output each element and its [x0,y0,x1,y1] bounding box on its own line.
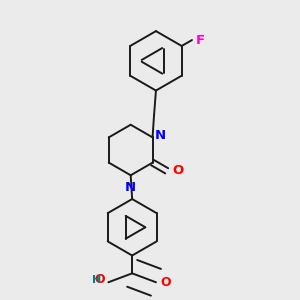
Text: O: O [94,273,105,286]
Text: F: F [196,34,205,46]
Text: H: H [92,275,101,285]
Text: N: N [125,181,136,194]
Text: O: O [160,276,171,289]
Text: O: O [172,164,183,177]
Text: N: N [155,129,166,142]
